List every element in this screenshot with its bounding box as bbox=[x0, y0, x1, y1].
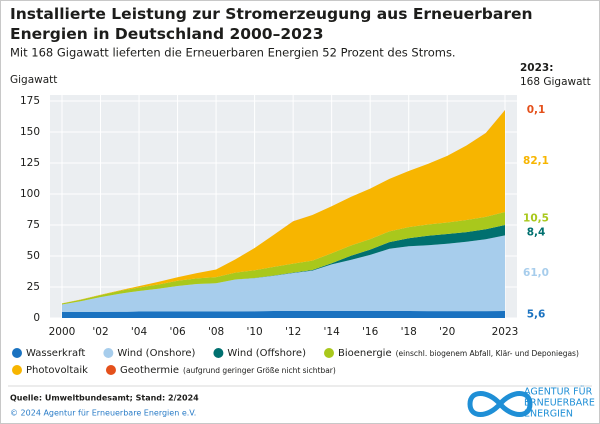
y-tick-label: 150 bbox=[20, 126, 40, 138]
y-tick-label: 175 bbox=[20, 95, 40, 107]
area bbox=[62, 235, 505, 313]
legend-label: Bioenergie bbox=[338, 348, 392, 359]
x-tick-label: '08 bbox=[208, 326, 224, 338]
legend-swatch bbox=[103, 348, 114, 358]
y-tick-label: 100 bbox=[20, 188, 40, 200]
y-tick-label: 75 bbox=[27, 219, 40, 231]
chart-subtitle: Mit 168 Gigawatt lieferten die Erneuerba… bbox=[10, 46, 456, 60]
value-label: 0,1 bbox=[527, 104, 546, 116]
y-tick-label: 50 bbox=[27, 250, 40, 262]
legend-label: Wind (Onshore) bbox=[117, 348, 195, 359]
x-tick-label: '02 bbox=[92, 326, 108, 338]
legend-note: (einschl. biogenem Abfall, Klär- und Dep… bbox=[396, 349, 579, 358]
legend-label: Wind (Offshore) bbox=[227, 348, 306, 359]
x-tick-label: '20 bbox=[439, 326, 455, 338]
y-tick-label: 125 bbox=[20, 157, 40, 169]
end-title: 2023: bbox=[520, 62, 553, 74]
area bbox=[62, 211, 505, 305]
logo-text: ERNEUERBARE bbox=[524, 398, 595, 409]
x-tick-label: 2023 bbox=[492, 326, 519, 338]
y-tick-label: 0 bbox=[33, 312, 40, 324]
copyright: © 2024 Agentur für Erneuerbare Energien … bbox=[10, 409, 196, 418]
value-label: 5,6 bbox=[527, 309, 546, 321]
x-tick-label: '10 bbox=[246, 326, 262, 338]
source: Quelle: Umweltbundesamt; Stand: 2/2024 bbox=[10, 394, 199, 403]
legend-label: Geothermie bbox=[120, 365, 179, 376]
value-label: 82,1 bbox=[523, 155, 549, 167]
y-tick-label: 25 bbox=[27, 281, 40, 293]
logo-text: AGENTUR FÜR bbox=[524, 387, 593, 398]
legend-swatch bbox=[213, 348, 224, 358]
logo-mark bbox=[467, 391, 533, 417]
value-label: 61,0 bbox=[523, 267, 549, 279]
value-label: 10,5 bbox=[523, 212, 549, 224]
x-tick-label: '18 bbox=[401, 326, 417, 338]
y-axis-label: Gigawatt bbox=[10, 74, 57, 86]
x-tick-label: 2000 bbox=[49, 326, 76, 338]
chart-title: Installierte Leistung zur Stromerzeugung… bbox=[10, 5, 533, 43]
x-tick-label: '14 bbox=[324, 326, 341, 338]
legend-swatch bbox=[12, 348, 22, 358]
end-total: 168 Gigawatt bbox=[520, 76, 591, 88]
area bbox=[62, 110, 505, 304]
legend-label: Wasserkraft bbox=[26, 348, 85, 359]
legend-swatch bbox=[105, 365, 116, 375]
area bbox=[62, 225, 505, 305]
legend-label: Photovoltaik bbox=[26, 365, 88, 376]
area bbox=[62, 311, 505, 318]
x-tick-label: '04 bbox=[131, 326, 148, 338]
x-tick-label: '16 bbox=[362, 326, 379, 338]
legend-swatch bbox=[12, 365, 22, 375]
legend-note: (aufgrund geringer Größe nicht sichtbar) bbox=[183, 366, 336, 375]
legend-swatch bbox=[324, 348, 334, 358]
value-label: 8,4 bbox=[527, 226, 546, 238]
x-tick-label: '12 bbox=[285, 326, 301, 338]
x-tick-label: '06 bbox=[169, 326, 186, 338]
logo-text: ENERGIEN bbox=[524, 409, 573, 420]
